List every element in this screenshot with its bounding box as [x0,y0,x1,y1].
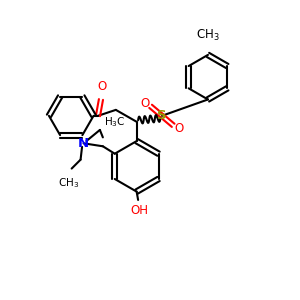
Text: S: S [157,109,167,122]
Text: OH: OH [130,203,148,217]
Text: O: O [174,122,183,135]
Text: O: O [98,80,107,93]
Text: CH$_3$: CH$_3$ [58,176,79,190]
Text: N: N [78,137,89,150]
Text: H$_3$C: H$_3$C [104,116,126,129]
Text: CH$_3$: CH$_3$ [196,28,220,43]
Text: O: O [141,97,150,110]
